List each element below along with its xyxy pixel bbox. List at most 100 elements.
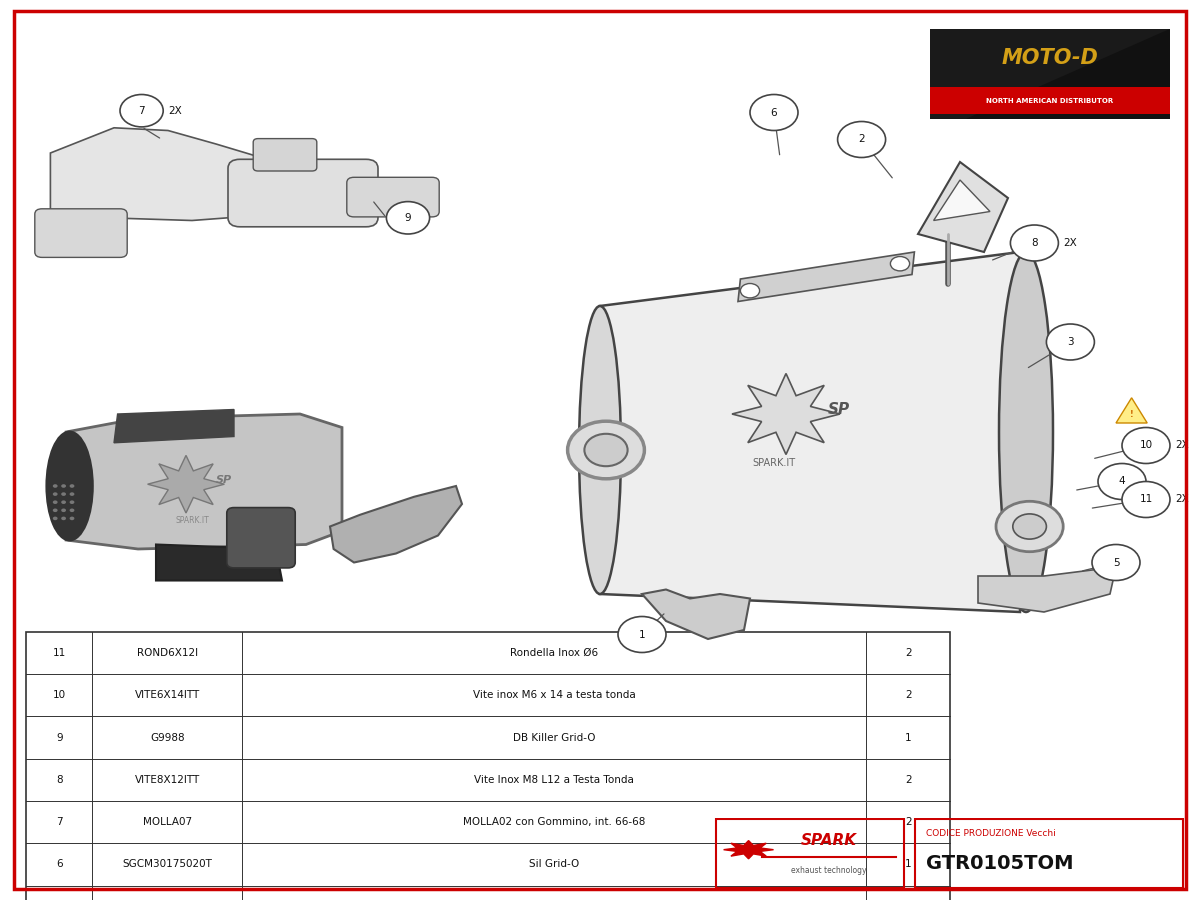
Text: 2: 2	[905, 690, 912, 700]
Text: 11: 11	[53, 648, 66, 658]
Text: Vite inox M6 x 14 a testa tonda: Vite inox M6 x 14 a testa tonda	[473, 690, 636, 700]
Bar	[26, 886, 950, 900]
Circle shape	[1098, 464, 1146, 500]
Circle shape	[53, 517, 58, 520]
Circle shape	[750, 94, 798, 130]
Text: 4: 4	[1118, 476, 1126, 487]
Circle shape	[890, 256, 910, 271]
Polygon shape	[934, 180, 990, 220]
Text: 2: 2	[858, 134, 865, 145]
Circle shape	[740, 284, 760, 298]
Circle shape	[838, 122, 886, 158]
Text: 9: 9	[404, 212, 412, 223]
Circle shape	[70, 500, 74, 504]
Bar	[26, 801, 950, 843]
Bar	[26, 759, 950, 801]
Polygon shape	[732, 374, 840, 454]
Polygon shape	[156, 544, 282, 580]
Ellipse shape	[580, 306, 622, 594]
Polygon shape	[148, 455, 224, 513]
Text: 10: 10	[53, 690, 66, 700]
Text: SP: SP	[828, 402, 850, 417]
Polygon shape	[600, 252, 1020, 612]
Text: 2X: 2X	[168, 105, 181, 116]
FancyBboxPatch shape	[35, 209, 127, 257]
Polygon shape	[642, 590, 750, 639]
Circle shape	[70, 508, 74, 512]
Circle shape	[568, 421, 644, 479]
Bar	[26, 674, 950, 716]
Circle shape	[1010, 225, 1058, 261]
Text: 8: 8	[56, 775, 62, 785]
Text: 1: 1	[638, 629, 646, 640]
Text: 5: 5	[1112, 557, 1120, 568]
Circle shape	[1092, 544, 1140, 580]
Text: SP: SP	[216, 474, 232, 485]
Text: 9: 9	[56, 733, 62, 742]
Circle shape	[70, 484, 74, 488]
Text: MOLLA02 con Gommino, int. 66-68: MOLLA02 con Gommino, int. 66-68	[463, 817, 646, 827]
Ellipse shape	[47, 432, 92, 540]
Text: 7: 7	[56, 817, 62, 827]
Circle shape	[996, 501, 1063, 552]
Text: 6: 6	[770, 107, 778, 118]
Polygon shape	[978, 567, 1116, 612]
Text: 1: 1	[905, 860, 912, 869]
Circle shape	[1013, 514, 1046, 539]
Text: 3: 3	[1067, 337, 1074, 347]
Text: 8: 8	[1031, 238, 1038, 248]
Text: 11: 11	[1139, 494, 1153, 505]
Text: 2: 2	[905, 648, 912, 658]
Circle shape	[1122, 428, 1170, 464]
Circle shape	[61, 500, 66, 504]
Text: 2: 2	[905, 817, 912, 827]
FancyBboxPatch shape	[347, 177, 439, 217]
Circle shape	[53, 508, 58, 512]
Circle shape	[386, 202, 430, 234]
Circle shape	[120, 94, 163, 127]
Circle shape	[70, 517, 74, 520]
Bar	[26, 632, 950, 674]
Text: 6: 6	[56, 860, 62, 869]
Text: !: !	[1129, 410, 1134, 419]
Circle shape	[53, 500, 58, 504]
Polygon shape	[330, 486, 462, 562]
Ellipse shape	[998, 252, 1054, 612]
Circle shape	[53, 492, 58, 496]
Circle shape	[61, 484, 66, 488]
Text: G9988: G9988	[150, 733, 185, 742]
Circle shape	[61, 492, 66, 496]
Polygon shape	[918, 162, 1008, 252]
Circle shape	[70, 492, 74, 496]
Text: MOLLA07: MOLLA07	[143, 817, 192, 827]
Text: 2X: 2X	[1175, 440, 1188, 451]
Text: Rondella Inox Ø6: Rondella Inox Ø6	[510, 648, 599, 658]
Circle shape	[53, 484, 58, 488]
Text: SPARK.IT: SPARK.IT	[752, 458, 796, 469]
Text: 10: 10	[1140, 440, 1152, 451]
Text: Sil Grid-O: Sil Grid-O	[529, 860, 580, 869]
Text: 2X: 2X	[1175, 494, 1188, 505]
Bar	[26, 716, 950, 759]
Circle shape	[1122, 482, 1170, 517]
FancyBboxPatch shape	[228, 159, 378, 227]
Text: VITE6X14ITT: VITE6X14ITT	[134, 690, 200, 700]
Text: DB Killer Grid-O: DB Killer Grid-O	[514, 733, 595, 742]
FancyBboxPatch shape	[227, 508, 295, 568]
Text: SGCM30175020T: SGCM30175020T	[122, 860, 212, 869]
Text: Vite Inox M8 L12 a Testa Tonda: Vite Inox M8 L12 a Testa Tonda	[474, 775, 635, 785]
Text: 7: 7	[138, 105, 145, 116]
Circle shape	[1046, 324, 1094, 360]
Text: SPARK.IT: SPARK.IT	[175, 516, 209, 525]
Bar	[26, 843, 950, 886]
Polygon shape	[50, 128, 312, 220]
Text: 1: 1	[905, 733, 912, 742]
Text: 2X: 2X	[1063, 238, 1076, 248]
Circle shape	[61, 508, 66, 512]
Text: 2: 2	[905, 775, 912, 785]
Polygon shape	[1116, 398, 1147, 423]
Polygon shape	[66, 414, 342, 549]
Polygon shape	[738, 252, 914, 302]
Circle shape	[584, 434, 628, 466]
Text: VITE8X12ITT: VITE8X12ITT	[134, 775, 200, 785]
